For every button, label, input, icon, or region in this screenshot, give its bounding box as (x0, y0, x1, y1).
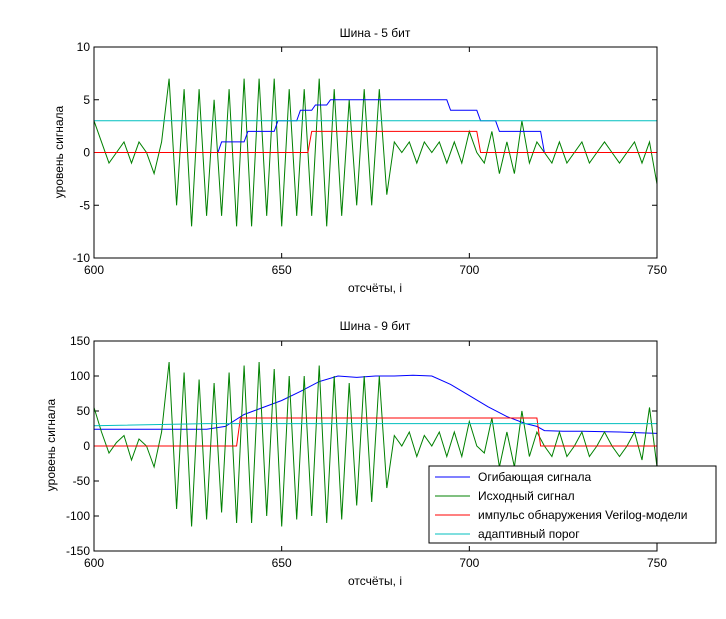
legend-entry: Огибающая сигнала (435, 470, 591, 484)
x-tick-label: 700 (459, 263, 479, 277)
y-tick-label: 150 (70, 334, 90, 348)
y-tick-label: -100 (66, 509, 90, 523)
series-line (93, 423, 657, 427)
y-tick-label: 5 (83, 93, 90, 107)
subplot-1-ylabel: уровень сигнала (52, 105, 66, 198)
x-tick-label: 650 (272, 263, 292, 277)
legend-entry: Исходный сигнал (435, 489, 575, 503)
legend: Огибающая сигнала Исходный сигнал импуль… (428, 465, 717, 544)
legend-label: Исходный сигнал (478, 489, 575, 503)
series-line (93, 361, 658, 527)
y-tick-label: -5 (79, 198, 90, 212)
series-line (94, 130, 657, 153)
x-tick-label: 700 (459, 556, 479, 570)
subplot-1-axes-box (93, 46, 658, 259)
subplot-2: Шина - 9 бит отсчёты, i уровень сигнала … (44, 319, 717, 588)
series-line (94, 374, 658, 434)
legend-entry: адаптивный порог (435, 527, 580, 541)
x-tick-label: 650 (272, 556, 292, 570)
legend-label: Огибающая сигнала (478, 470, 591, 484)
y-tick-label: -150 (66, 544, 90, 558)
series-line (94, 417, 657, 447)
y-tick-label: 0 (83, 439, 90, 453)
subplot-2-ylabel: уровень сигнала (44, 398, 58, 491)
subplot-2-xlabel: отсчёты, i (348, 574, 402, 588)
y-tick-label: -50 (73, 474, 91, 488)
x-tick-label: 750 (647, 263, 667, 277)
legend-label: адаптивный порог (478, 527, 580, 541)
y-tick-label: -10 (73, 251, 91, 265)
legend-entry: импульс обнаружения Verilog-модели (435, 508, 688, 522)
subplot-1: Шина - 5 бит отсчёты, i уровень сигнала … (52, 26, 667, 295)
y-tick-label: 0 (83, 146, 90, 160)
legend-label: импульс обнаружения Verilog-модели (478, 508, 688, 522)
series-line (94, 99, 657, 153)
subplot-2-axes-box (93, 340, 658, 552)
x-tick-label: 600 (84, 556, 104, 570)
y-tick-label: 10 (77, 40, 91, 54)
subplot-1-title: Шина - 5 бит (340, 26, 411, 40)
x-tick-label: 600 (84, 263, 104, 277)
subplot-1-xlabel: отсчёты, i (348, 281, 402, 295)
y-tick-label: 50 (77, 404, 91, 418)
y-tick-label: 100 (70, 369, 90, 383)
x-tick-label: 750 (647, 556, 667, 570)
subplot-2-title: Шина - 9 бит (340, 319, 411, 333)
